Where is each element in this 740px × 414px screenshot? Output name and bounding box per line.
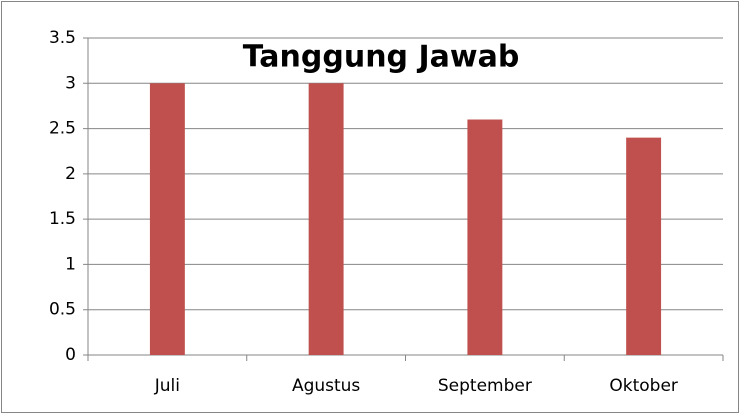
bar <box>467 119 503 355</box>
y-tick-label: 0 <box>65 345 76 365</box>
x-tick-label: September <box>438 376 532 396</box>
grid <box>83 37 724 361</box>
y-tick-label: 2.5 <box>49 119 76 139</box>
bar <box>626 137 662 355</box>
chart-title: Tanggung Jawab <box>243 40 520 75</box>
y-tick-label: 2 <box>65 164 76 184</box>
y-tick-label: 1.5 <box>49 209 76 229</box>
y-tick-label: 0.5 <box>49 300 76 320</box>
x-tick-label: Juli <box>154 376 180 396</box>
y-tick-label: 3.5 <box>49 28 76 48</box>
bar <box>308 83 344 356</box>
x-tick-label: Agustus <box>292 376 360 396</box>
x-tick-label: Oktober <box>609 376 678 396</box>
y-tick-label: 3 <box>65 73 76 93</box>
bar <box>149 83 185 356</box>
marks <box>149 83 662 356</box>
y-tick-label: 1 <box>65 254 76 274</box>
